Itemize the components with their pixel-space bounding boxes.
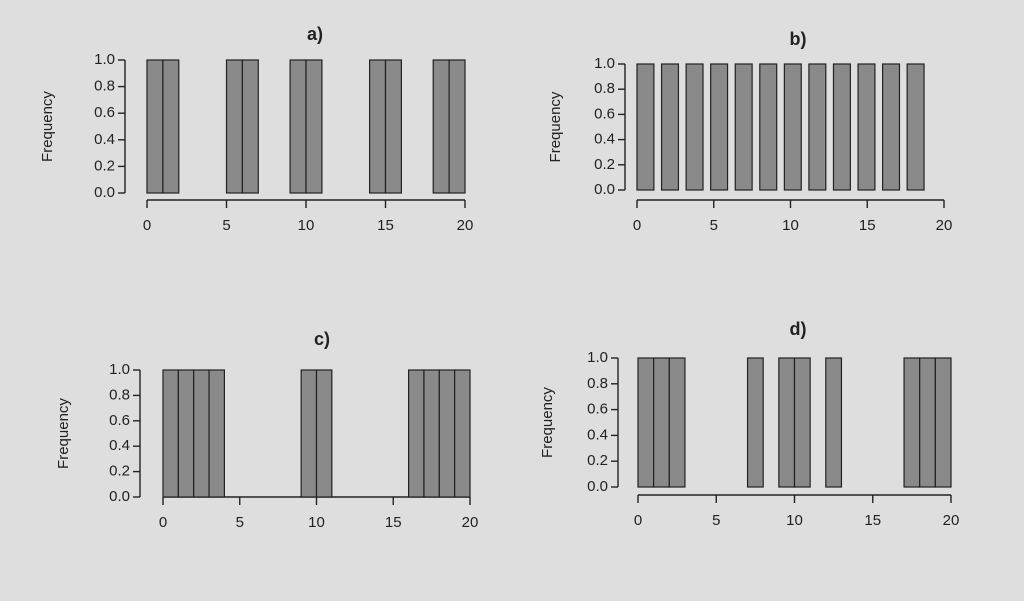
bar xyxy=(685,63,704,191)
y-tick-label: 0.6 xyxy=(594,105,615,122)
bar xyxy=(793,357,811,488)
bar xyxy=(637,357,655,488)
x-tick-label: 10 xyxy=(786,512,803,529)
y-axis-label: Frequency xyxy=(55,398,72,469)
panel-title: b) xyxy=(790,29,807,49)
bar xyxy=(934,357,952,488)
bar xyxy=(193,369,210,498)
bar xyxy=(289,59,307,194)
x-tick-label: 5 xyxy=(712,512,720,529)
x-tick-label: 20 xyxy=(462,514,479,531)
y-tick-label: 0.8 xyxy=(594,80,615,97)
y-tick-label: 1.0 xyxy=(594,55,615,72)
y-tick-label: 1.0 xyxy=(587,349,608,366)
bar xyxy=(162,369,179,498)
x-tick-label: 15 xyxy=(385,514,402,531)
x-tick-label: 0 xyxy=(143,217,151,234)
x-tick-label: 0 xyxy=(633,217,641,234)
x-tick-label: 5 xyxy=(710,217,718,234)
bar xyxy=(759,63,778,191)
bar xyxy=(903,357,921,488)
x-tick-label: 20 xyxy=(457,217,474,234)
y-axis-label: Frequency xyxy=(539,387,556,458)
bar xyxy=(653,357,670,488)
y-tick-label: 0.0 xyxy=(587,478,608,495)
y-tick-label: 1.0 xyxy=(94,51,115,68)
y-tick-label: 0.4 xyxy=(109,437,130,454)
y-tick-label: 0.2 xyxy=(94,157,115,174)
y-tick-label: 0.6 xyxy=(94,104,115,121)
bar xyxy=(384,59,402,194)
x-tick-label: 0 xyxy=(159,514,167,531)
panel-title: d) xyxy=(790,319,807,339)
bar xyxy=(746,357,764,488)
bar xyxy=(832,63,851,191)
bar xyxy=(881,63,901,191)
x-tick-label: 10 xyxy=(782,217,799,234)
bar xyxy=(857,63,876,191)
y-tick-label: 0.6 xyxy=(587,401,608,418)
bar xyxy=(241,59,259,194)
bar xyxy=(225,59,243,194)
x-tick-label: 15 xyxy=(864,512,881,529)
bar xyxy=(808,63,827,191)
bar xyxy=(710,63,729,191)
y-tick-label: 0.8 xyxy=(587,375,608,392)
bar xyxy=(408,369,425,498)
x-tick-label: 15 xyxy=(377,217,394,234)
bar xyxy=(423,369,440,498)
bar xyxy=(208,369,226,498)
x-tick-label: 20 xyxy=(943,512,960,529)
y-axis-label: Frequency xyxy=(547,91,564,162)
y-tick-label: 0.0 xyxy=(94,184,115,201)
x-tick-label: 5 xyxy=(222,217,230,234)
bar xyxy=(825,357,843,488)
panel-title: a) xyxy=(307,24,323,44)
bar xyxy=(636,63,655,191)
y-tick-label: 0.0 xyxy=(109,488,130,505)
bar xyxy=(660,63,680,191)
bar xyxy=(369,59,387,194)
x-tick-label: 20 xyxy=(936,217,953,234)
bar xyxy=(438,369,456,498)
x-tick-label: 0 xyxy=(634,512,642,529)
bar xyxy=(146,59,164,194)
y-axis-label: Frequency xyxy=(39,91,56,162)
bar xyxy=(315,369,333,498)
bar xyxy=(778,357,796,488)
bar xyxy=(454,369,471,498)
bar xyxy=(734,63,753,191)
bar xyxy=(162,59,180,194)
x-tick-label: 10 xyxy=(308,514,325,531)
y-tick-label: 0.8 xyxy=(109,386,130,403)
bar xyxy=(783,63,802,191)
bar xyxy=(448,59,466,194)
y-tick-label: 0.2 xyxy=(587,452,608,469)
y-tick-label: 0.6 xyxy=(109,412,130,429)
x-tick-label: 10 xyxy=(298,217,315,234)
bar xyxy=(906,63,925,191)
y-tick-label: 0.4 xyxy=(594,131,615,148)
x-tick-label: 5 xyxy=(236,514,244,531)
x-tick-label: 15 xyxy=(859,217,876,234)
bar xyxy=(432,59,450,194)
panel-title: c) xyxy=(314,329,330,349)
y-tick-label: 0.2 xyxy=(594,156,615,173)
y-tick-label: 0.2 xyxy=(109,463,130,480)
bar xyxy=(177,369,195,498)
bar xyxy=(300,369,318,498)
bar xyxy=(305,59,323,194)
y-tick-label: 0.0 xyxy=(594,181,615,198)
y-tick-label: 0.4 xyxy=(587,426,608,443)
y-tick-label: 1.0 xyxy=(109,361,130,378)
bar xyxy=(668,357,686,488)
y-tick-label: 0.8 xyxy=(94,78,115,95)
y-tick-label: 0.4 xyxy=(94,131,115,148)
bar xyxy=(919,357,936,488)
